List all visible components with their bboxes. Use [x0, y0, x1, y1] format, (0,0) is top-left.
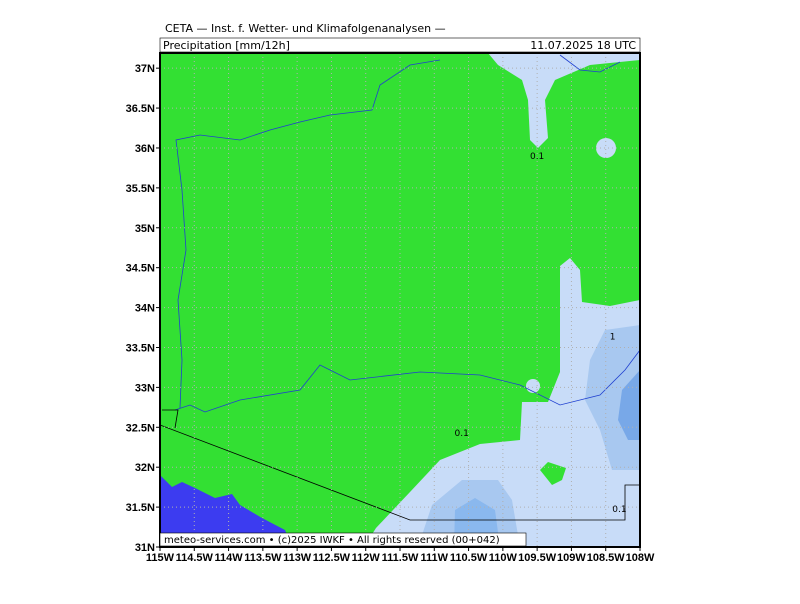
lon-label: 112W	[352, 552, 381, 564]
lat-label: 37N	[135, 63, 155, 75]
precip-light	[364, 258, 640, 547]
lat-label: 35N	[135, 223, 155, 235]
footer: meteo-services.com • (c)2025 IWKF • All …	[164, 535, 500, 546]
river	[559, 54, 621, 73]
border	[160, 424, 640, 521]
valid-time: 11.07.2025 18 UTC	[530, 39, 636, 52]
river	[174, 349, 640, 413]
lon-label: 109.5W	[518, 552, 557, 564]
lon-label: 113W	[283, 552, 312, 564]
lat-label: 36N	[135, 143, 155, 155]
lon-label: 110.5W	[450, 552, 488, 564]
lat-label: 31.5N	[126, 502, 155, 514]
lat-label: 34.5N	[126, 263, 155, 275]
lon-label: 110W	[489, 552, 518, 564]
lon-label: 113.5W	[244, 552, 282, 564]
precip-light	[526, 379, 540, 393]
lon-label: 112.5W	[313, 552, 351, 564]
lon-label: 108W	[626, 552, 655, 564]
contour-label: 0.1	[455, 429, 469, 439]
lat-label: 33N	[135, 382, 155, 394]
lon-label: 111W	[421, 552, 449, 564]
lat-label: 31N	[135, 542, 155, 554]
lat-label: 35.5N	[126, 183, 155, 195]
border	[162, 409, 179, 429]
lon-label: 111.5W	[382, 552, 419, 564]
precip-heavy	[618, 370, 640, 440]
lat-label: 33.5N	[126, 342, 155, 354]
lon-label: 109W	[557, 552, 586, 564]
lon-label: 108.5W	[587, 552, 626, 564]
precip-light	[596, 138, 616, 158]
header-title: CETA — Inst. f. Wetter- und Klimafolgena…	[165, 22, 446, 35]
lat-label: 34N	[135, 303, 155, 315]
lat-label: 36.5N	[126, 103, 155, 115]
map-area	[160, 53, 640, 547]
lon-label: 114.5W	[176, 552, 214, 564]
lat-label: 32.5N	[126, 422, 155, 434]
contour-label: 1	[610, 333, 616, 343]
parameter: Precipitation [mm/12h]	[163, 39, 290, 52]
sea	[160, 475, 292, 547]
precip-light	[488, 53, 640, 148]
river	[175, 59, 441, 409]
lon-label: 114W	[215, 552, 244, 564]
lat-label: 32N	[135, 462, 155, 474]
footer-box	[159, 532, 527, 547]
contour-label: 0.1	[530, 152, 544, 162]
contour-label: 0.1	[612, 505, 626, 515]
lon-label: 115W	[146, 552, 175, 564]
